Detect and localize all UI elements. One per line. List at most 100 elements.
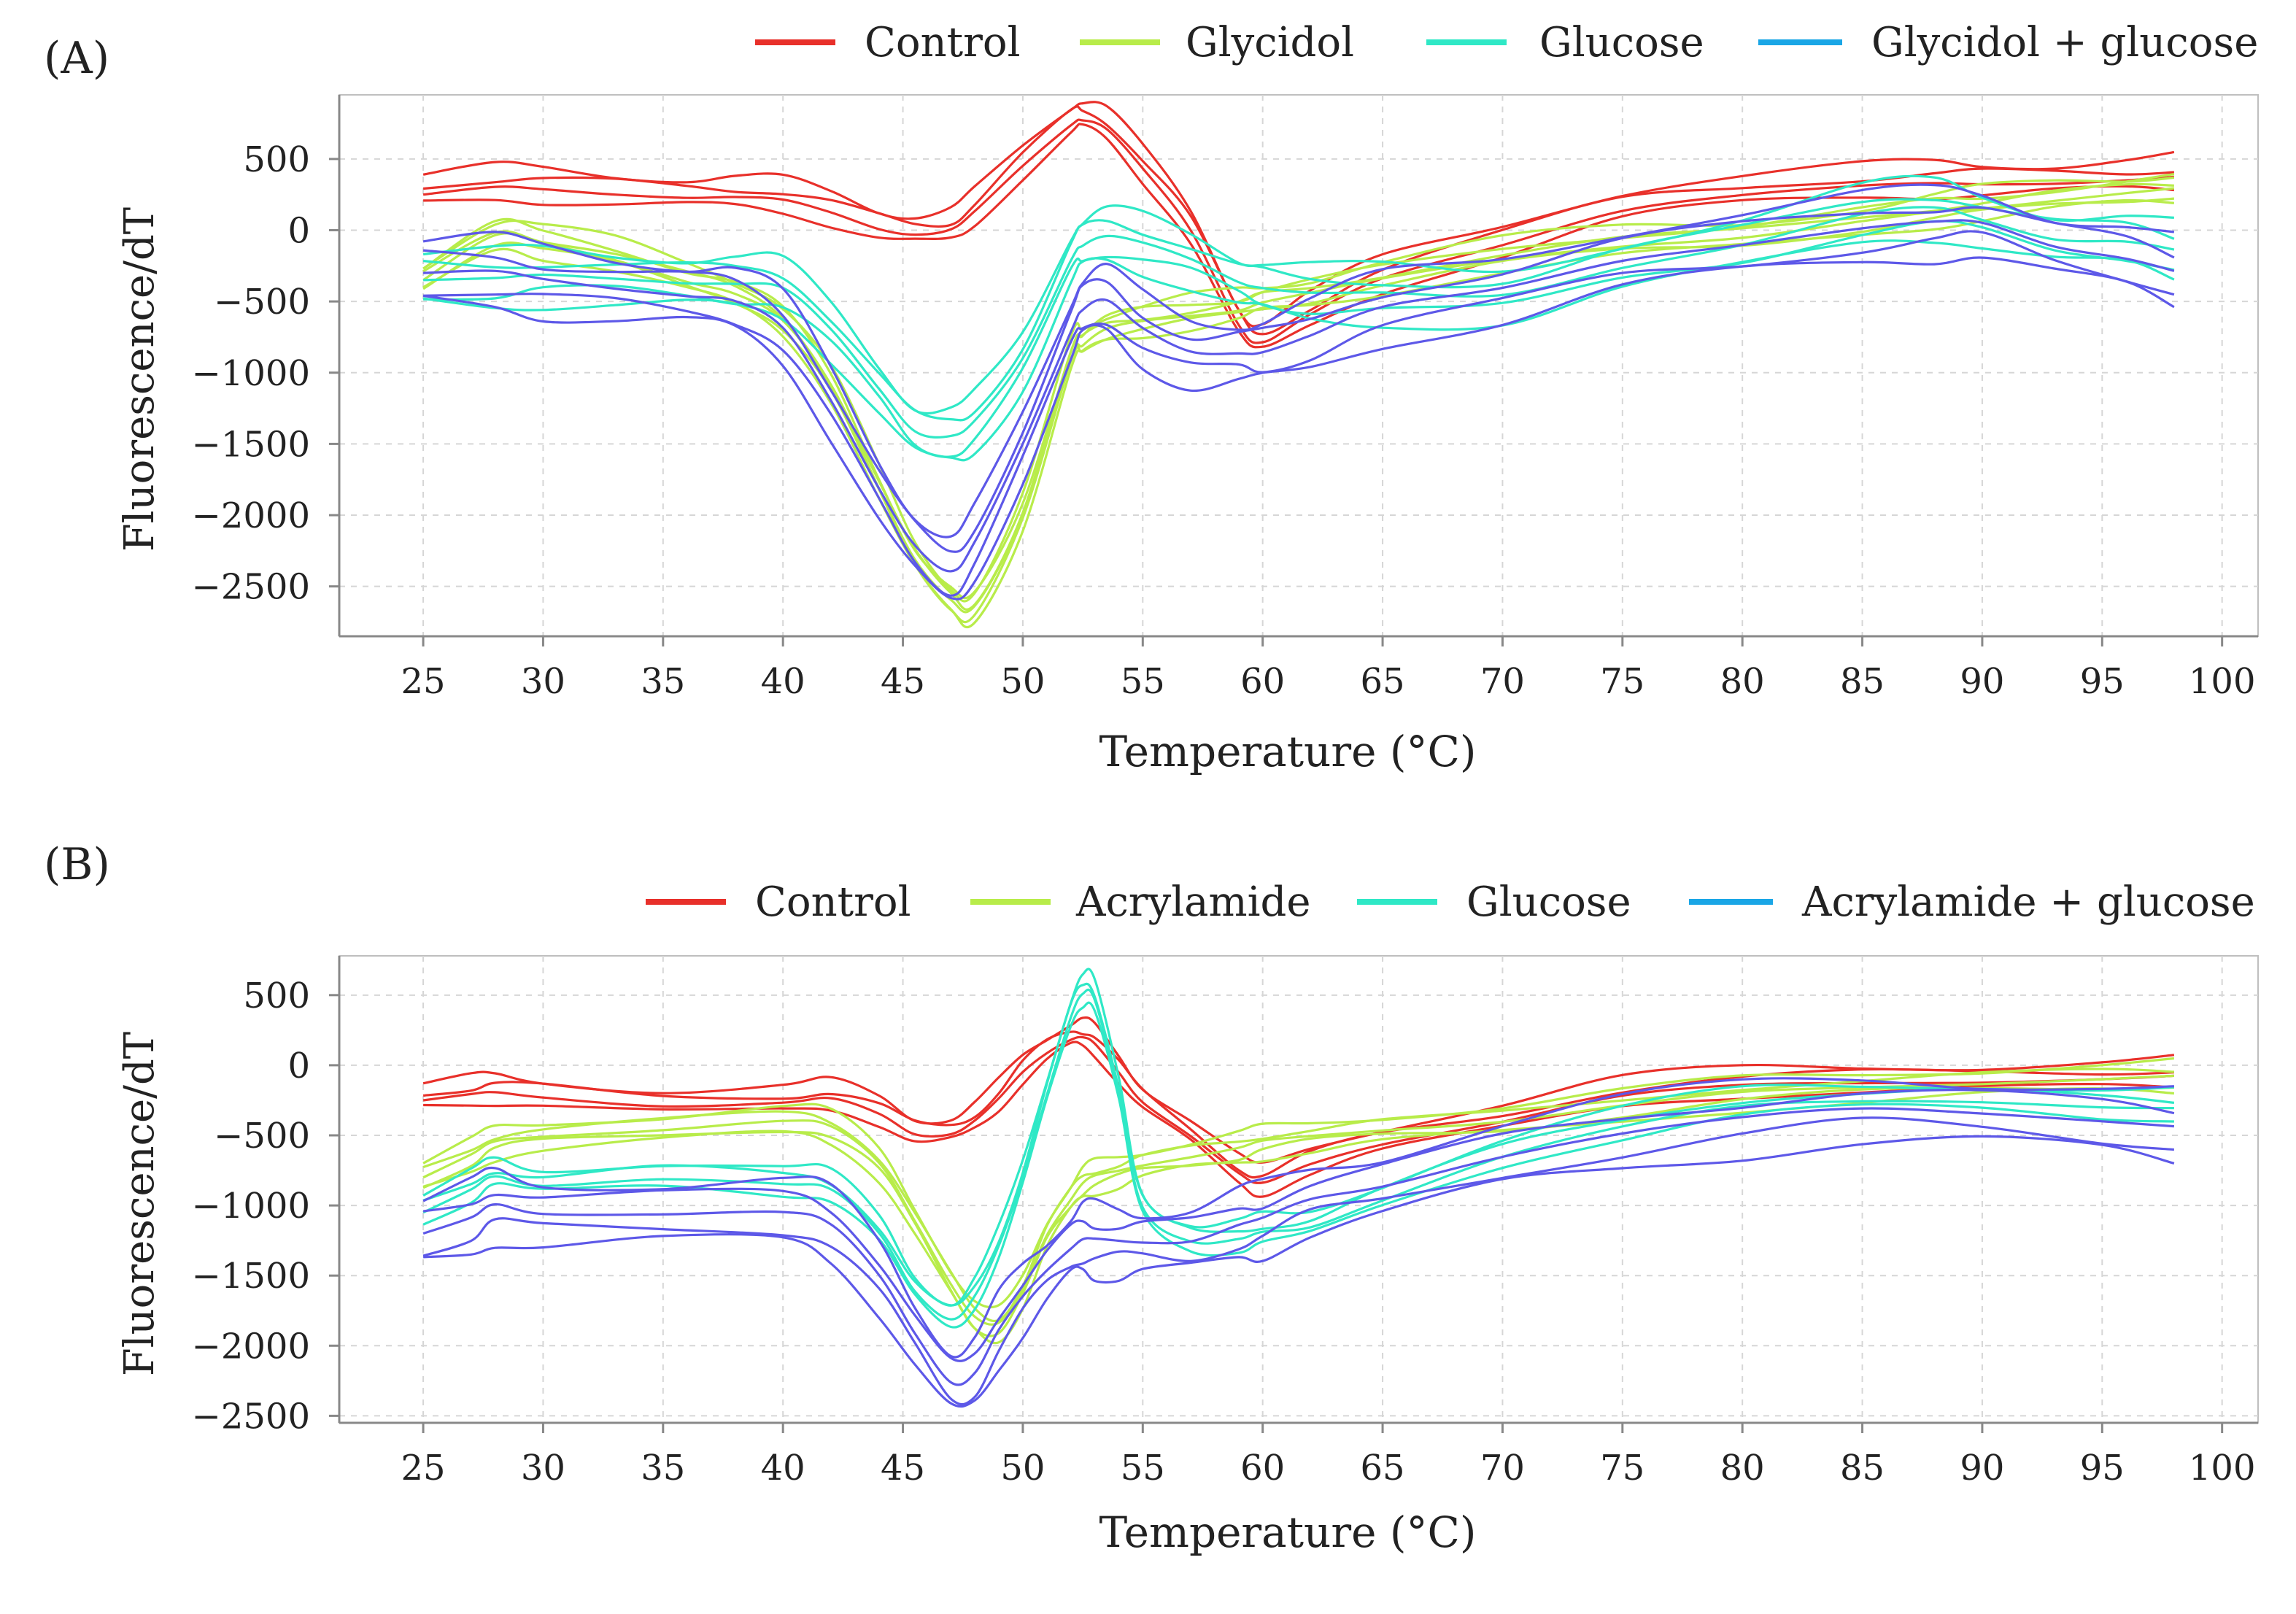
panel-b-x-tick-45: 45	[881, 1448, 925, 1488]
panel-b-x-tick-35: 35	[641, 1448, 685, 1488]
legend-label-control: Control	[755, 879, 911, 926]
panel-a-x-tick-95: 95	[2080, 661, 2125, 702]
panel-a-line-control-0	[422, 118, 2175, 344]
panel-b-x-axis-title: Temperature (°C)	[1099, 1507, 1476, 1557]
panel-b-x-tick-55: 55	[1121, 1448, 1165, 1488]
panel-b-line-control-2	[422, 1030, 2174, 1179]
panel-a-x-tick-80: 80	[1720, 661, 1765, 702]
panel-b-x-tick-95: 95	[2080, 1448, 2125, 1488]
panel-b-line-glucose-3	[422, 968, 2174, 1307]
panel-b-x-tick-75: 75	[1600, 1448, 1644, 1488]
panel-b-x-ticks: 25 30 35 40 45 50 55 60 65 70 75 80 85 90 95 100	[401, 1423, 2256, 1488]
panel-b-y-axis-title: Fluorescence/dT	[116, 1032, 163, 1376]
legend-item-glycidol-glucose: Glycidol + glucose	[1758, 19, 2258, 66]
panel-a-line-glycidol-glucose-4	[422, 256, 2175, 601]
panel-a-series-glycidol-glucose	[422, 183, 2175, 601]
panel-b-line-glucose-1	[422, 982, 2175, 1307]
panel-b-series	[422, 968, 2175, 1408]
panel-a-x-tick-65: 65	[1361, 661, 1405, 702]
legend-label-glycidol: Glycidol	[1186, 19, 1354, 66]
panel-b-label: (B)	[44, 839, 110, 890]
panel-b-line-acrylamide-glucose-4	[423, 1135, 2175, 1408]
panel-b-y-tick-4: −1500	[192, 1256, 310, 1297]
panel-a-x-tick-70: 70	[1480, 661, 1525, 702]
panel-a-line-glycidol-glucose-0	[423, 219, 2175, 573]
panel-a-y-tick-0: 500	[243, 139, 310, 180]
panel-a-y-ticks: 500 0 −500 −1000 −1500 −2000 −2500	[192, 139, 339, 608]
panel-a-series	[422, 101, 2175, 629]
panel-a-x-ticks: 25 30 35 40 45 50 55 60 65 70 75 80 85 90 95 100	[401, 636, 2256, 702]
panel-a-grid	[339, 95, 2258, 636]
panel-a-line-control-1	[423, 123, 2175, 349]
panel-a-x-tick-85: 85	[1840, 661, 1885, 702]
panel-b-line-acrylamide-glucose-0	[422, 1107, 2175, 1386]
panel-b-series-acrylamide	[422, 1057, 2175, 1345]
panel-b-x-tick-70: 70	[1480, 1448, 1525, 1488]
legend-label-glucose: Glucose	[1466, 879, 1631, 926]
panel-a-line-glycidol-glucose-2	[423, 230, 2175, 597]
panel-b-series-acrylamide-glucose	[422, 1077, 2175, 1408]
panel-a-line-glucose-3	[422, 174, 2174, 415]
panel-b-x-tick-90: 90	[1960, 1448, 2004, 1488]
panel-b-line-acrylamide-3	[422, 1057, 2175, 1309]
panel-b-y-tick-3: −1000	[192, 1186, 310, 1227]
panel-a-line-glucose-4	[422, 239, 2175, 462]
panel-b-y-tick-6: −2500	[192, 1396, 310, 1437]
legend-label-acrylamide: Acrylamide	[1075, 879, 1311, 926]
panel-b-x-tick-85: 85	[1840, 1448, 1885, 1488]
panel-a-x-tick-75: 75	[1600, 661, 1644, 702]
legend-item-glucose: Glucose	[1426, 19, 1704, 66]
panel-b-x-tick-50: 50	[1000, 1448, 1045, 1488]
panel-b-y-tick-5: −2000	[192, 1326, 310, 1367]
panel-b-line-acrylamide-glucose-1	[422, 1089, 2175, 1362]
panel-a-y-tick-4: −1500	[192, 424, 310, 465]
panel-b-x-tick-25: 25	[401, 1448, 446, 1488]
panel-a-x-tick-60: 60	[1240, 661, 1285, 702]
legend-item-acrylamide-glucose: Acrylamide + glucose	[1689, 879, 2255, 926]
panel-a-line-glycidol-glucose-1	[422, 206, 2175, 553]
panel-a-y-tick-1: 0	[287, 211, 310, 252]
panel-a-x-tick-100: 100	[2189, 661, 2256, 702]
panel-a-y-tick-6: −2500	[192, 567, 310, 608]
panel-a-x-tick-25: 25	[401, 661, 446, 702]
panel-a-series-glucose	[422, 174, 2175, 462]
panel-b-y-tick-2: −500	[214, 1116, 310, 1157]
panel-b-x-tick-80: 80	[1720, 1448, 1765, 1488]
panel-b-line-control-0	[422, 1035, 2174, 1184]
panel-a-x-tick-30: 30	[521, 661, 565, 702]
legend-item-acrylamide: Acrylamide	[970, 879, 1311, 926]
panel-a-line-glucose-1	[422, 198, 2175, 422]
legend-item-glycidol: Glycidol	[1080, 19, 1354, 66]
panel-a-line-glycidol-glucose-3	[422, 183, 2175, 538]
panel-a-series-control	[422, 101, 2175, 349]
panel-a-x-tick-40: 40	[761, 661, 805, 702]
panel-a: (A) Control Glycidol Glucose Glycidol + …	[44, 19, 2259, 776]
legend-item-control: Control	[755, 19, 1021, 66]
panel-a-line-control-3	[422, 101, 2175, 328]
panel-b-line-acrylamide-4	[422, 1087, 2175, 1345]
panel-a-x-tick-55: 55	[1121, 661, 1165, 702]
panel-b-y-tick-1: 0	[287, 1046, 310, 1086]
panel-a-x-tick-35: 35	[641, 661, 685, 702]
legend-item-control: Control	[646, 879, 911, 926]
panel-b-line-acrylamide-0	[422, 1074, 2174, 1326]
panel-a-x-tick-45: 45	[881, 661, 925, 702]
panel-b-line-acrylamide-glucose-3	[422, 1077, 2174, 1359]
legend-label-acrylamide-glucose: Acrylamide + glucose	[1801, 879, 2255, 926]
panel-b-x-tick-65: 65	[1361, 1448, 1405, 1488]
panel-a-line-glycidol-3	[422, 173, 2175, 600]
panel-a-x-tick-90: 90	[1960, 661, 2004, 702]
legend-item-glucose: Glucose	[1357, 879, 1631, 926]
legend-label-control: Control	[865, 19, 1021, 66]
panel-b-x-tick-40: 40	[761, 1448, 805, 1488]
panel-a-legend: Control Glycidol Glucose Glycidol + gluc…	[755, 19, 2258, 66]
panel-b-y-ticks: 500 0 −500 −1000 −1500 −2000 −2500	[192, 976, 339, 1437]
panel-a-y-tick-5: −2000	[192, 495, 310, 536]
panel-b-line-acrylamide-1	[422, 1067, 2174, 1323]
panel-a-y-tick-3: −1000	[192, 353, 310, 394]
panel-b-y-tick-0: 500	[243, 976, 310, 1016]
panel-a-x-tick-50: 50	[1000, 661, 1045, 702]
panel-a-y-axis-title: Fluorescence/dT	[116, 207, 163, 552]
